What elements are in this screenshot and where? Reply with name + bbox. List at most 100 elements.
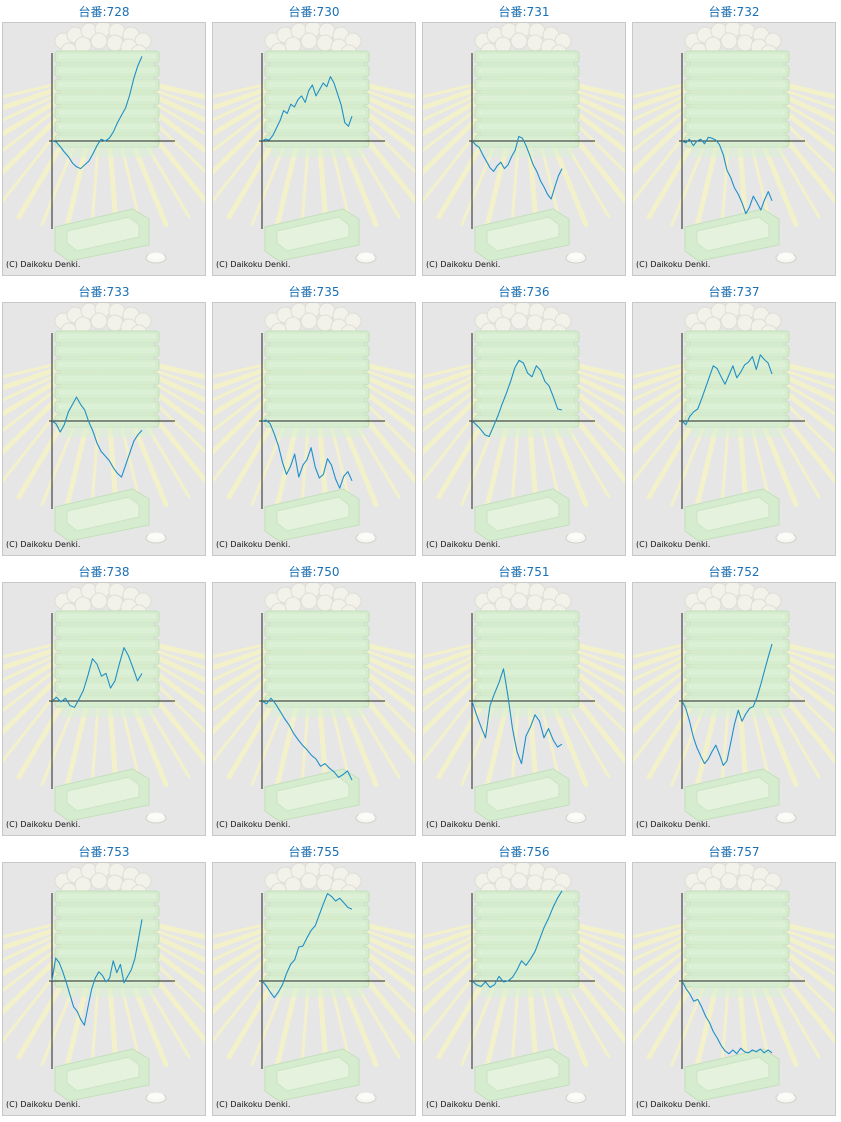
series-line: [681, 980, 773, 1055]
machine-background-art: [213, 23, 415, 264]
graph-panel: (C) Daikoku Denki.: [212, 862, 416, 1116]
series-line: [471, 135, 563, 200]
machine-background-art: [633, 23, 835, 264]
copyright-credit: (C) Daikoku Denki.: [6, 260, 81, 269]
machine-number-title[interactable]: 台番:730: [288, 5, 340, 19]
graph-card: 台番:750 (C) Daikoku Denki.: [212, 562, 416, 840]
machine-background-art: [213, 583, 415, 824]
machine-background-art: [423, 303, 625, 544]
graph-card: 台番:735 (C) Daikoku Denki.: [212, 282, 416, 560]
machine-number-title[interactable]: 台番:733: [78, 285, 130, 299]
machine-number-title[interactable]: 台番:735: [288, 285, 340, 299]
slump-graph: [633, 863, 835, 1104]
slump-graph: [423, 583, 625, 824]
copyright-credit: (C) Daikoku Denki.: [216, 540, 291, 549]
machine-number-title[interactable]: 台番:750: [288, 565, 340, 579]
machine-background-art: [423, 583, 625, 824]
copyright-credit: (C) Daikoku Denki.: [426, 820, 501, 829]
copyright-credit: (C) Daikoku Denki.: [636, 540, 711, 549]
slump-graph: [633, 23, 835, 264]
series-line: [471, 359, 563, 438]
copyright-credit: (C) Daikoku Denki.: [216, 820, 291, 829]
machine-number-title[interactable]: 台番:736: [498, 285, 550, 299]
graph-panel: (C) Daikoku Denki.: [2, 582, 206, 836]
machine-background-art: [633, 303, 835, 544]
copyright-credit: (C) Daikoku Denki.: [216, 260, 291, 269]
graph-panel: (C) Daikoku Denki.: [632, 302, 836, 556]
copyright-credit: (C) Daikoku Denki.: [6, 1100, 81, 1109]
graph-card: 台番:753 (C) Daikoku Denki.: [2, 842, 206, 1120]
graph-panel: (C) Daikoku Denki.: [422, 302, 626, 556]
graph-card: 台番:736 (C) Daikoku Denki.: [422, 282, 626, 560]
graph-panel: (C) Daikoku Denki.: [422, 582, 626, 836]
machine-number-title[interactable]: 台番:757: [708, 845, 760, 859]
copyright-credit: (C) Daikoku Denki.: [426, 260, 501, 269]
graph-card: 台番:728 (C) Daikoku Denki.: [2, 2, 206, 280]
graph-card: 台番:731 (C) Daikoku Denki.: [422, 2, 626, 280]
graph-card: 台番:752 (C) Daikoku Denki.: [632, 562, 836, 840]
machine-number-title[interactable]: 台番:753: [78, 845, 130, 859]
graph-panel: (C) Daikoku Denki.: [422, 22, 626, 276]
slump-graph: [423, 23, 625, 264]
series-line: [681, 136, 773, 215]
slump-graph: [423, 303, 625, 544]
machine-background-art: [423, 863, 625, 1104]
series-line: [261, 76, 353, 142]
series-line: [51, 396, 143, 478]
slump-graph: [423, 863, 625, 1104]
series-line: [51, 647, 143, 708]
copyright-credit: (C) Daikoku Denki.: [636, 1100, 711, 1109]
machine-number-title[interactable]: 台番:732: [708, 5, 760, 19]
copyright-credit: (C) Daikoku Denki.: [216, 1100, 291, 1109]
machine-background-art: [3, 863, 205, 1104]
slump-graph: [213, 303, 415, 544]
slump-graph: [633, 583, 835, 824]
graph-card: 台番:738 (C) Daikoku Denki.: [2, 562, 206, 840]
series-line: [51, 56, 143, 170]
graph-card: 台番:732 (C) Daikoku Denki.: [632, 2, 836, 280]
slump-graph: [213, 23, 415, 264]
machine-background-art: [3, 23, 205, 264]
slump-graph: [3, 583, 205, 824]
graph-card: 台番:755 (C) Daikoku Denki.: [212, 842, 416, 1120]
machine-background-art: [3, 303, 205, 544]
graph-card: 台番:757 (C) Daikoku Denki.: [632, 842, 836, 1120]
graph-panel: (C) Daikoku Denki.: [632, 22, 836, 276]
graph-card: 台番:733 (C) Daikoku Denki.: [2, 282, 206, 560]
slump-graph: [213, 583, 415, 824]
slump-graph: [3, 23, 205, 264]
machine-number-title[interactable]: 台番:752: [708, 565, 760, 579]
graph-panel: (C) Daikoku Denki.: [2, 302, 206, 556]
machine-background-art: [423, 23, 625, 264]
machine-number-title[interactable]: 台番:738: [78, 565, 130, 579]
machine-number-title[interactable]: 台番:731: [498, 5, 550, 19]
machine-number-title[interactable]: 台番:737: [708, 285, 760, 299]
machine-background-art: [3, 583, 205, 824]
machine-background-art: [213, 303, 415, 544]
slump-graph: [3, 303, 205, 544]
copyright-credit: (C) Daikoku Denki.: [636, 820, 711, 829]
graph-panel: (C) Daikoku Denki.: [2, 22, 206, 276]
copyright-credit: (C) Daikoku Denki.: [426, 1100, 501, 1109]
series-line: [681, 354, 773, 426]
graph-panel: (C) Daikoku Denki.: [212, 302, 416, 556]
machine-number-title[interactable]: 台番:728: [78, 5, 130, 19]
machine-number-title[interactable]: 台番:751: [498, 565, 550, 579]
series-line: [261, 893, 353, 999]
graph-panel: (C) Daikoku Denki.: [632, 862, 836, 1116]
copyright-credit: (C) Daikoku Denki.: [6, 540, 81, 549]
machine-number-title[interactable]: 台番:756: [498, 845, 550, 859]
graph-panel: (C) Daikoku Denki.: [632, 582, 836, 836]
series-line: [51, 919, 143, 1026]
machine-number-title[interactable]: 台番:755: [288, 845, 340, 859]
slump-graph: [633, 303, 835, 544]
slump-graph: [213, 863, 415, 1104]
graph-panel: (C) Daikoku Denki.: [2, 862, 206, 1116]
graph-card: 台番:751 (C) Daikoku Denki.: [422, 562, 626, 840]
series-line: [261, 697, 353, 781]
graph-card: 台番:756 (C) Daikoku Denki.: [422, 842, 626, 1120]
series-line: [261, 419, 353, 489]
series-line: [471, 890, 563, 988]
copyright-credit: (C) Daikoku Denki.: [6, 820, 81, 829]
